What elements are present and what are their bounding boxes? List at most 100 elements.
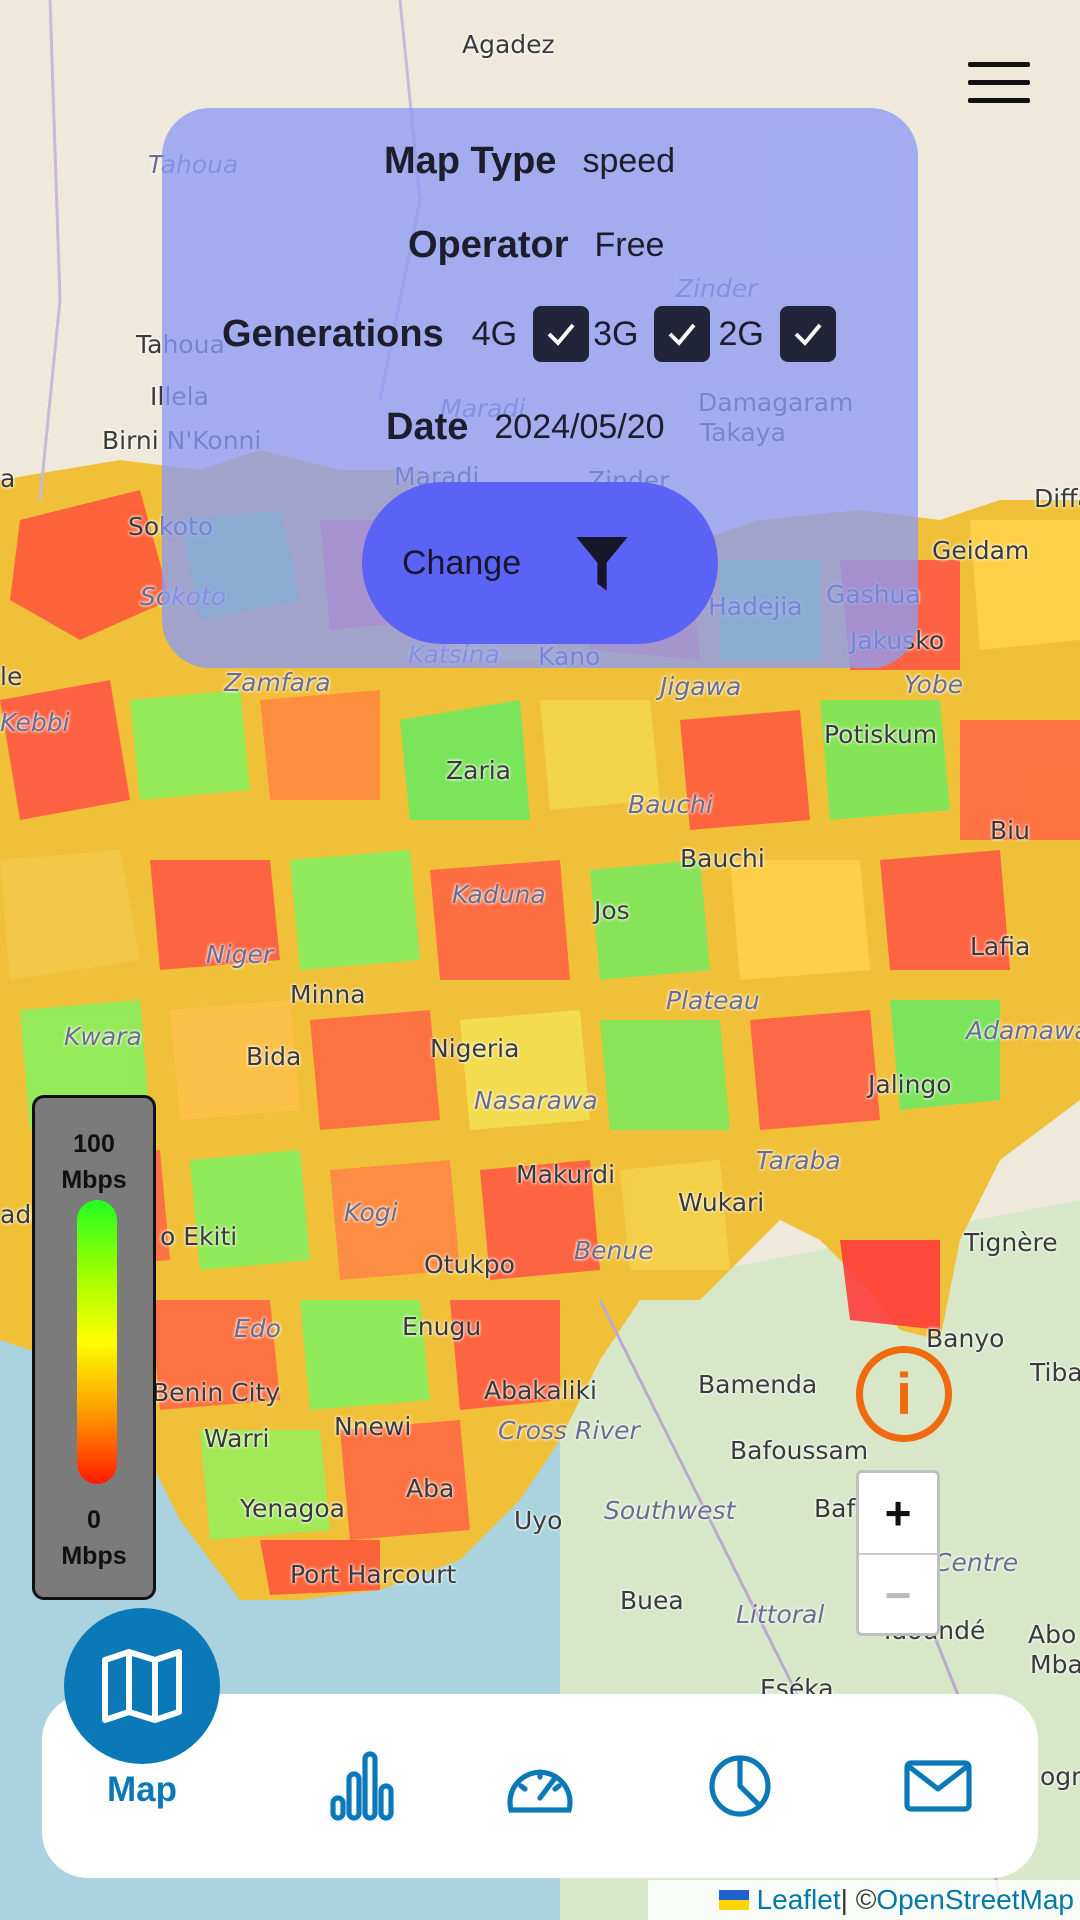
gen-4g-label: 4G [471, 314, 518, 353]
map-label-taraba: Taraba [756, 1146, 841, 1175]
map-label-plateau: Plateau [666, 986, 760, 1015]
map-label-banyo: Banyo [926, 1324, 1005, 1353]
map-label-kebbi: Kebbi [0, 708, 70, 737]
map-label-bamenda: Bamenda [698, 1370, 818, 1399]
map-label-enugu: Enugu [402, 1312, 482, 1341]
map-label-cross-river: Cross River [498, 1416, 640, 1445]
map-icon [102, 1649, 182, 1723]
change-button-label: Change [402, 543, 522, 582]
map-label-adamawa: Adamawa [966, 1016, 1080, 1045]
gen-4g-checkbox[interactable] [533, 306, 590, 362]
map-label-nasarawa: Nasarawa [474, 1086, 598, 1115]
map-label-mba: Mba [1030, 1650, 1080, 1679]
map-label-wukari: Wukari [678, 1188, 765, 1217]
gen-2g-label: 2G [718, 314, 764, 353]
map-label-aba: Aba [406, 1474, 455, 1503]
map-type-label: Map Type [384, 140, 557, 182]
nav-contact[interactable] [858, 1694, 1018, 1878]
map-label-a: a [0, 464, 16, 493]
map-label-kaduna: Kaduna [452, 880, 546, 909]
map-label-benin-city: Benin City [152, 1378, 281, 1407]
map-label-otukpo: Otukpo [424, 1250, 515, 1279]
map-label-potiskum: Potiskum [824, 720, 938, 749]
leaflet-link[interactable]: Leaflet [756, 1884, 841, 1915]
map-label-zaria: Zaria [446, 756, 511, 785]
map-label-yenagoa: Yenagoa [240, 1494, 345, 1523]
generations-row: Generations 4G 3G 2G [222, 306, 836, 362]
gen-3g-label: 3G [593, 314, 639, 353]
map-label-abo: Abo [1028, 1620, 1077, 1649]
map-label-jigawa: Jigawa [660, 672, 742, 701]
map-label-minna: Minna [290, 980, 366, 1009]
nav-map-label[interactable]: Map [107, 1770, 177, 1809]
legend-bottom-unit: Mbps [61, 1542, 127, 1570]
bar-chart-icon [330, 1751, 394, 1821]
map-label-kwara: Kwara [64, 1022, 142, 1051]
map-label-bida: Bida [246, 1042, 302, 1071]
operator-row: Operator Free [408, 224, 664, 267]
generations-label: Generations [222, 312, 444, 355]
map-label-zamfara: Zamfara [224, 668, 331, 697]
map-label-southwest: Southwest [604, 1496, 736, 1525]
map-label-nigeria: Nigeria [430, 1034, 520, 1063]
map-label-bauchi-state: Bauchi [628, 790, 713, 819]
gen-2g-checkbox[interactable] [779, 306, 836, 362]
map-label-yobe: Yobe [904, 670, 964, 699]
operator-value[interactable]: Free [594, 226, 665, 264]
legend-bottom-value: 0 [87, 1506, 101, 1534]
map-label-warri: Warri [204, 1424, 270, 1453]
map-label-ogm: ogm [1040, 1762, 1080, 1791]
map-label-buea: Buea [620, 1586, 684, 1615]
map-label-bafoussam: Bafoussam [730, 1436, 869, 1465]
map-label-benue: Benue [574, 1236, 654, 1265]
speedometer-icon [507, 1769, 573, 1813]
legend-top-value: 100 [73, 1130, 115, 1158]
map-label-le: le [0, 662, 23, 691]
map-label-niger: Niger [206, 940, 274, 969]
nav-map[interactable] [64, 1608, 220, 1764]
nav-speedtest[interactable] [460, 1694, 620, 1878]
info-button[interactable]: i [856, 1346, 952, 1442]
map-label-jos: Jos [594, 896, 630, 925]
map-label-diffa: Diffa [1034, 484, 1080, 513]
map-label-port-harcourt: Port Harcourt [290, 1560, 457, 1589]
legend-top-unit: Mbps [61, 1166, 127, 1194]
map-label-geidam: Geidam [932, 536, 1030, 565]
change-button[interactable]: Change [362, 482, 718, 644]
pie-chart-icon [709, 1755, 771, 1817]
attribution-separator: | © [840, 1884, 877, 1915]
map-label-kogi: Kogi [344, 1198, 398, 1227]
speed-legend: 100 Mbps 0 Mbps [32, 1095, 156, 1600]
map-label-littoral: Littoral [736, 1600, 825, 1629]
osm-link[interactable]: OpenStreetMap [876, 1884, 1074, 1915]
zoom-in-button[interactable]: + [859, 1473, 937, 1555]
map-label-edo: Edo [234, 1314, 281, 1343]
hamburger-menu-icon[interactable] [968, 62, 1030, 112]
date-value[interactable]: 2024/05/20 [494, 408, 665, 446]
map-label-agadez: Agadez [462, 30, 555, 59]
map-type-value[interactable]: speed [582, 142, 676, 180]
nav-reports[interactable] [660, 1694, 820, 1878]
mail-icon [904, 1760, 972, 1812]
date-row: Date 2024/05/20 [386, 406, 665, 449]
nav-stats[interactable] [282, 1694, 442, 1878]
legend-gradient-bar [77, 1200, 117, 1484]
gen-3g-checkbox[interactable] [654, 306, 711, 362]
check-icon [547, 323, 575, 346]
ukraine-flag-icon [718, 1890, 749, 1910]
map-label-biu: Biu [990, 816, 1030, 845]
map-label-centre: Centre [934, 1548, 1019, 1577]
map-label-ekiti: o Ekiti [160, 1222, 238, 1251]
operator-label: Operator [408, 224, 569, 266]
map-label-tignere: Tignère [964, 1228, 1058, 1257]
check-icon [794, 323, 822, 346]
map-label-nnewi: Nnewi [334, 1412, 412, 1441]
map-label-lafia: Lafia [970, 932, 1031, 961]
map-label-jalingo: Jalingo [868, 1070, 952, 1099]
zoom-out-button[interactable]: − [884, 1569, 912, 1621]
map-label-abakaliki: Abakaliki [484, 1376, 597, 1405]
map-type-row: Map Type speed [384, 140, 675, 183]
filter-funnel-icon [576, 537, 628, 591]
map-label-makurdi: Makurdi [516, 1160, 616, 1189]
check-icon [669, 323, 696, 346]
